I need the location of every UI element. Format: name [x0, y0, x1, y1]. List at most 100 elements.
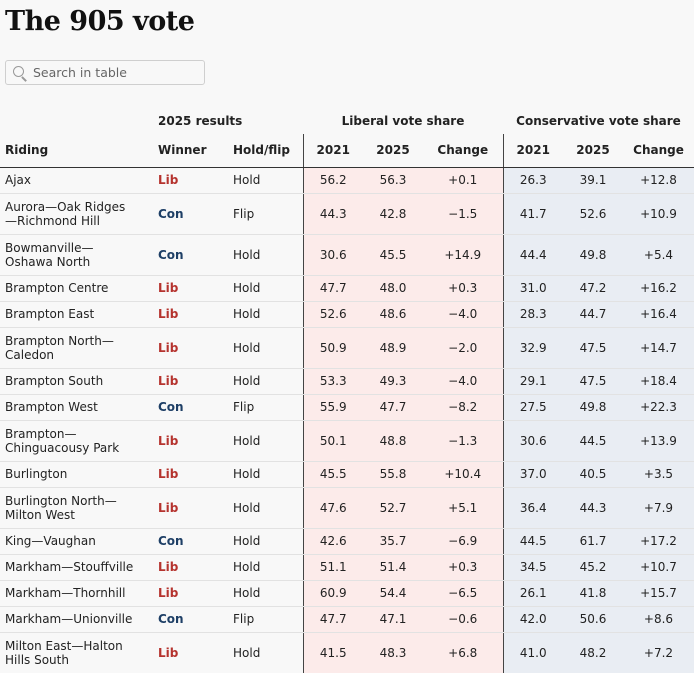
con-2021-cell: 30.6 [502, 420, 563, 462]
lib-2025-cell: 45.5 [363, 234, 423, 276]
con-2021-cell: 29.1 [502, 368, 563, 395]
riding-cell: Brampton North— Caledon [0, 327, 155, 369]
column-header-riding[interactable]: Riding [0, 134, 155, 168]
lib-2025-cell: 48.9 [363, 327, 423, 369]
lib-2021-cell: 51.1 [302, 554, 363, 581]
hold-flip-cell: Hold [230, 461, 303, 488]
con-change-cell: +5.4 [623, 234, 694, 276]
con-2021-cell: 44.5 [502, 528, 563, 555]
con-change-cell: +3.5 [623, 461, 694, 488]
hold-flip-cell: Hold [230, 580, 303, 607]
winner-party-label: Lib [158, 467, 179, 481]
lib-2025-cell: 47.1 [363, 606, 423, 633]
column-header-lib-change[interactable]: Change [423, 134, 503, 168]
winner-party-label: Lib [158, 374, 179, 388]
lib-2021-cell: 44.3 [302, 193, 363, 235]
lib-change-cell: +14.9 [423, 234, 503, 276]
riding-name-line: Markham—Stouffville [5, 560, 134, 574]
lib-change-cell: −6.9 [423, 528, 503, 555]
lib-change-cell: +0.3 [423, 554, 503, 581]
riding-cell: Markham—Stouffville [0, 554, 155, 581]
riding-cell: Milton East—Halton Hills South [0, 632, 155, 673]
lib-2025-cell: 47.7 [363, 394, 423, 421]
con-2025-cell: 39.1 [563, 167, 623, 194]
con-2025-cell: 52.6 [563, 193, 623, 235]
con-2021-cell: 42.0 [502, 606, 563, 633]
winner-cell: Lib [155, 301, 230, 328]
lib-2025-cell: 54.4 [363, 580, 423, 607]
con-change-cell: +13.9 [623, 420, 694, 462]
con-2025-cell: 44.3 [563, 487, 623, 529]
column-header-hold-flip[interactable]: Hold/flip [230, 134, 303, 168]
riding-name-line: Brampton East [5, 307, 95, 321]
riding-name-line: Brampton Centre [5, 281, 109, 295]
riding-name-line: Oshawa North [5, 254, 91, 269]
winner-party-label: Con [158, 247, 184, 262]
column-header-con-change[interactable]: Change [623, 134, 694, 168]
riding-cell: Aurora—Oak Ridges —Richmond Hill [0, 193, 155, 235]
column-header-con-2021[interactable]: 2021 [502, 134, 563, 168]
lib-2025-cell: 51.4 [363, 554, 423, 581]
lib-2021-cell: 50.1 [302, 420, 363, 462]
lib-change-cell: −1.5 [423, 193, 503, 235]
column-header-lib-2025[interactable]: 2025 [363, 134, 423, 168]
search-input[interactable] [33, 65, 203, 80]
riding-name-line: Aurora—Oak Ridges [5, 199, 126, 214]
table-row: Aurora—Oak Ridges —Richmond Hill Con Flip 44… [0, 193, 694, 235]
lib-change-cell: −2.0 [423, 327, 503, 369]
lib-2021-cell: 56.2 [302, 167, 363, 194]
con-change-cell: +8.6 [623, 606, 694, 633]
winner-party-label: Lib [158, 307, 179, 321]
riding-name-line: Burlington [5, 467, 68, 481]
lib-2021-cell: 30.6 [302, 234, 363, 276]
lib-2021-cell: 50.9 [302, 327, 363, 369]
riding-name-line: Milton East—Halton [5, 638, 123, 653]
con-2025-cell: 44.5 [563, 420, 623, 462]
winner-cell: Lib [155, 461, 230, 488]
winner-party-label: Con [158, 534, 184, 548]
winner-party-label: Lib [158, 173, 179, 187]
hold-flip-cell: Hold [230, 275, 303, 302]
lib-change-cell: −8.2 [423, 394, 503, 421]
riding-cell: Markham—Unionville [0, 606, 155, 633]
column-header-con-2025[interactable]: 2025 [563, 134, 623, 168]
winner-cell: Lib [155, 167, 230, 194]
con-change-cell: +12.8 [623, 167, 694, 194]
riding-cell: Ajax [0, 167, 155, 194]
column-header-row: Riding Winner Hold/flip 2021 2025 Change… [0, 134, 694, 168]
riding-name-line: Bowmanville— [5, 240, 94, 255]
winner-party-label: Lib [158, 645, 179, 660]
column-header-winner[interactable]: Winner [155, 134, 230, 168]
group-header-liberal: Liberal vote share [341, 114, 465, 128]
con-2025-cell: 61.7 [563, 528, 623, 555]
table-row: King—Vaughan Con Hold 42.6 35.7 −6.9 44.5 61.7 +… [0, 528, 694, 555]
winner-party-label: Lib [158, 340, 179, 355]
lib-2021-cell: 47.7 [302, 275, 363, 302]
winner-cell: Lib [155, 487, 230, 529]
hold-flip-cell: Hold [230, 554, 303, 581]
lib-2021-cell: 47.6 [302, 487, 363, 529]
con-2021-cell: 34.5 [502, 554, 563, 581]
search-box[interactable] [5, 60, 205, 85]
winner-cell: Con [155, 606, 230, 633]
riding-name-line: Brampton— [5, 426, 77, 441]
column-header-lib-2021[interactable]: 2021 [302, 134, 363, 168]
con-2021-cell: 28.3 [502, 301, 563, 328]
group-header-conservative: Conservative vote share [516, 114, 681, 128]
table-row: Brampton— Chinguacousy Park Lib Hold 50.1 48.… [0, 420, 694, 462]
riding-cell: Brampton Centre [0, 275, 155, 302]
lib-change-cell: +0.3 [423, 275, 503, 302]
con-2021-cell: 36.4 [502, 487, 563, 529]
winner-cell: Lib [155, 420, 230, 462]
winner-party-label: Con [158, 612, 184, 626]
riding-cell: Bowmanville— Oshawa North [0, 234, 155, 276]
con-2025-cell: 45.2 [563, 554, 623, 581]
riding-cell: Brampton West [0, 394, 155, 421]
lib-2021-cell: 60.9 [302, 580, 363, 607]
con-2025-cell: 41.8 [563, 580, 623, 607]
table-row: Brampton Centre Lib Hold 47.7 48.0 +0.3 31.0 47… [0, 275, 694, 302]
group-header-empty [0, 108, 155, 134]
hold-flip-cell: Hold [230, 234, 303, 276]
hold-flip-cell: Hold [230, 301, 303, 328]
con-change-cell: +15.7 [623, 580, 694, 607]
